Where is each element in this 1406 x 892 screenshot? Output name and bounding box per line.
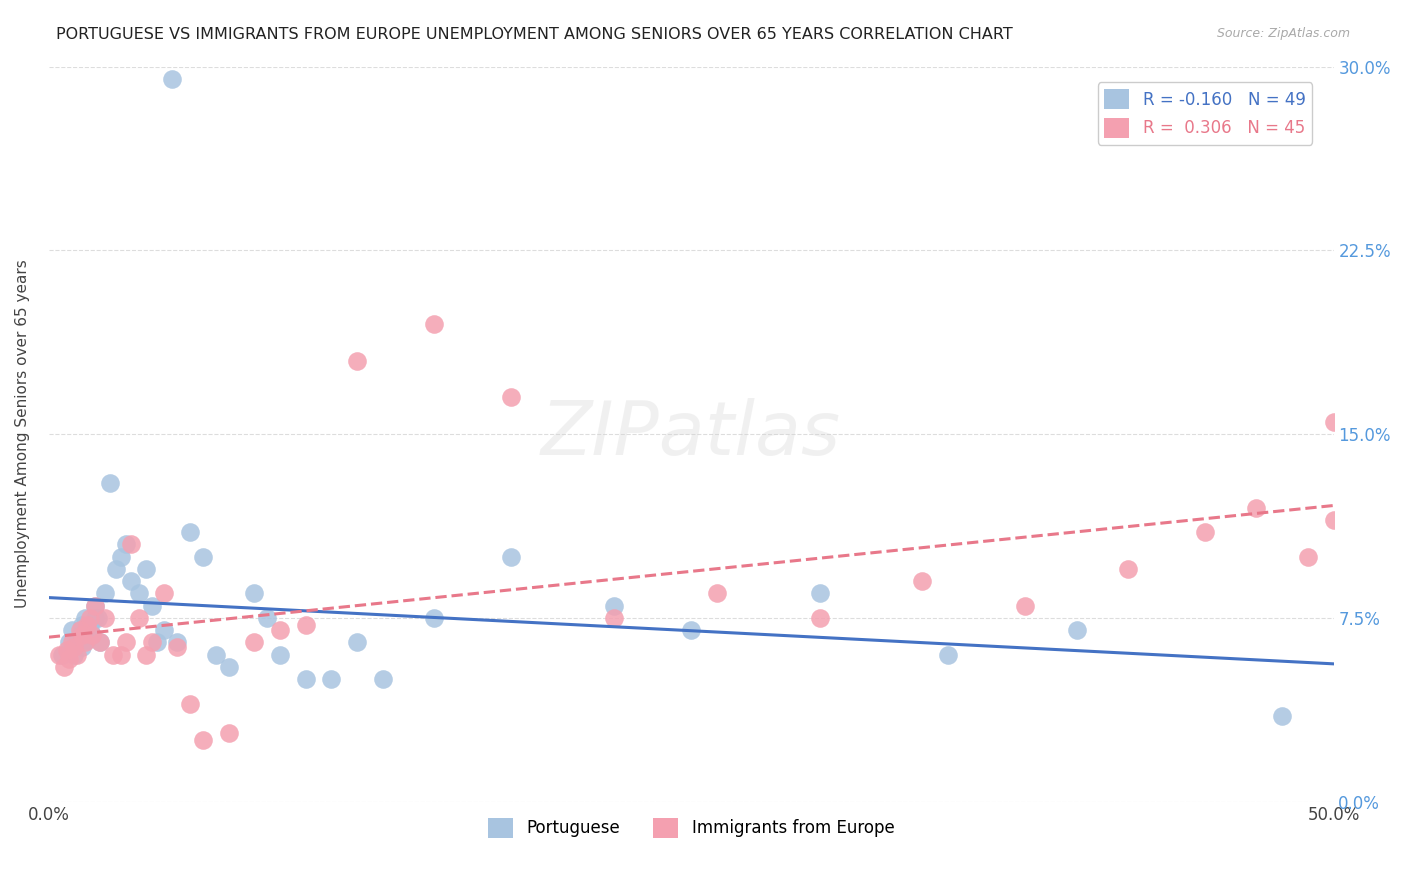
Point (114, 635, 136, 649)
Point (371, 672, 394, 686)
Point (70, 618, 93, 632)
Point (84, 599, 107, 613)
Point (1194, 525, 1216, 540)
Point (53, 660, 76, 674)
Point (76, 632, 98, 647)
Point (94, 611, 117, 625)
Point (100, 476, 122, 491)
Point (153, 586, 176, 600)
Point (1322, 513, 1344, 527)
Point (70, 640, 93, 655)
Point (808, 611, 831, 625)
Point (243, 635, 266, 649)
Point (1116, 562, 1139, 576)
Point (120, 574, 142, 588)
Legend: Portuguese, Immigrants from Europe: Portuguese, Immigrants from Europe (481, 811, 901, 845)
Point (936, 648, 959, 662)
Point (256, 611, 278, 625)
Point (501, 549, 523, 564)
Point (84, 611, 107, 625)
Point (69, 623, 91, 637)
Point (94, 586, 117, 600)
Point (681, 623, 703, 637)
Point (321, 672, 343, 686)
Point (346, 353, 368, 368)
Point (153, 623, 176, 637)
Point (603, 611, 626, 625)
Y-axis label: Unemployment Among Seniors over 65 years: Unemployment Among Seniors over 65 years (15, 260, 30, 608)
Point (1014, 599, 1036, 613)
Point (243, 586, 266, 600)
Point (86, 611, 108, 625)
Point (79, 618, 101, 632)
Point (218, 660, 240, 674)
Point (69, 628, 91, 642)
Point (73, 611, 96, 625)
Point (603, 599, 626, 613)
Point (63, 648, 86, 662)
Point (51, 648, 73, 662)
Point (423, 611, 446, 625)
Point (114, 537, 136, 551)
Point (48, 648, 70, 662)
Point (55, 642, 77, 657)
Point (501, 390, 523, 404)
Point (135, 562, 157, 576)
Point (294, 618, 316, 632)
Point (145, 635, 167, 649)
Point (1322, 415, 1344, 429)
Point (346, 635, 368, 649)
Point (269, 623, 291, 637)
Text: ZIPatlas: ZIPatlas (541, 398, 841, 470)
Point (60, 635, 83, 649)
Point (191, 733, 214, 747)
Point (191, 549, 214, 564)
Point (1066, 623, 1088, 637)
Point (166, 640, 188, 655)
Point (706, 586, 728, 600)
Point (58, 652, 80, 666)
Point (82, 628, 104, 642)
Point (79, 611, 101, 625)
Point (89, 635, 111, 649)
Point (82, 628, 104, 642)
Point (269, 648, 291, 662)
Point (70, 628, 93, 642)
Point (63, 640, 86, 655)
Point (141, 635, 163, 649)
Point (110, 648, 132, 662)
Point (294, 672, 316, 686)
Point (73, 635, 96, 649)
Point (58, 635, 80, 649)
Point (1271, 708, 1294, 723)
Point (135, 648, 157, 662)
Point (101, 648, 124, 662)
Point (120, 537, 142, 551)
Point (128, 586, 150, 600)
Point (808, 586, 831, 600)
Point (179, 697, 201, 711)
Text: PORTUGUESE VS IMMIGRANTS FROM EUROPE UNEMPLOYMENT AMONG SENIORS OVER 65 YEARS CO: PORTUGUESE VS IMMIGRANTS FROM EUROPE UNE… (56, 27, 1012, 42)
Point (104, 562, 127, 576)
Point (89, 635, 111, 649)
Point (79, 623, 101, 637)
Point (1246, 500, 1268, 515)
Point (1296, 549, 1319, 564)
Point (204, 648, 226, 662)
Point (60, 623, 83, 637)
Point (128, 611, 150, 625)
Point (179, 525, 201, 540)
Point (160, 71, 183, 86)
Point (166, 635, 188, 649)
Point (84, 599, 107, 613)
Point (66, 635, 89, 649)
Point (218, 726, 240, 740)
Point (423, 317, 446, 331)
Point (76, 618, 98, 632)
Point (66, 648, 89, 662)
Point (911, 574, 934, 588)
Point (141, 599, 163, 613)
Point (110, 549, 132, 564)
Text: Source: ZipAtlas.com: Source: ZipAtlas.com (1216, 27, 1350, 40)
